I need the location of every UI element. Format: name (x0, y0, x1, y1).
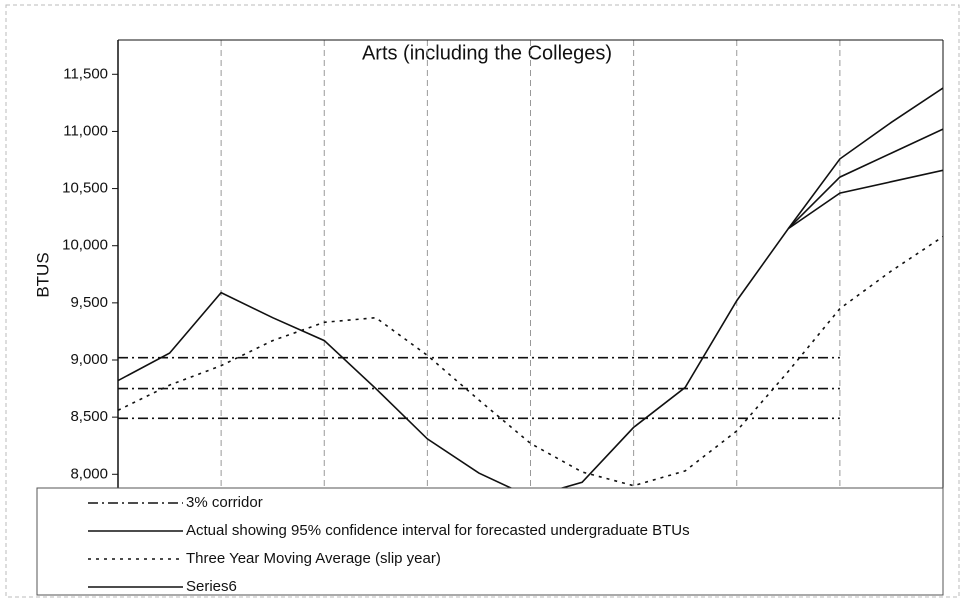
legend-label: Three Year Moving Average (slip year) (186, 550, 441, 567)
series-line (787, 169, 943, 230)
y-tick-label: 11,000 (63, 122, 108, 139)
y-tick-label: 10,500 (62, 180, 108, 197)
series-line (787, 87, 943, 230)
legend-label: Actual showing 95% confidence interval f… (186, 522, 690, 539)
legend-label: Series6 (186, 578, 237, 595)
y-tick-label: 10,000 (62, 237, 108, 254)
legend (36, 487, 944, 596)
plot-lines (118, 87, 943, 488)
series-line (118, 128, 943, 488)
y-tick-label: 9,000 (70, 351, 108, 368)
y-axis-label: BTUS (33, 252, 52, 297)
y-tick-label: 8,500 (70, 408, 108, 425)
legend-label: 3% corridor (186, 494, 263, 511)
y-tick-label: 11,500 (63, 65, 108, 82)
frame (5, 4, 960, 598)
y-tick-label: 8,000 (70, 465, 108, 482)
chart-title: Arts (including the Colleges) (362, 42, 612, 64)
y-tick-label: 9,500 (70, 294, 108, 311)
